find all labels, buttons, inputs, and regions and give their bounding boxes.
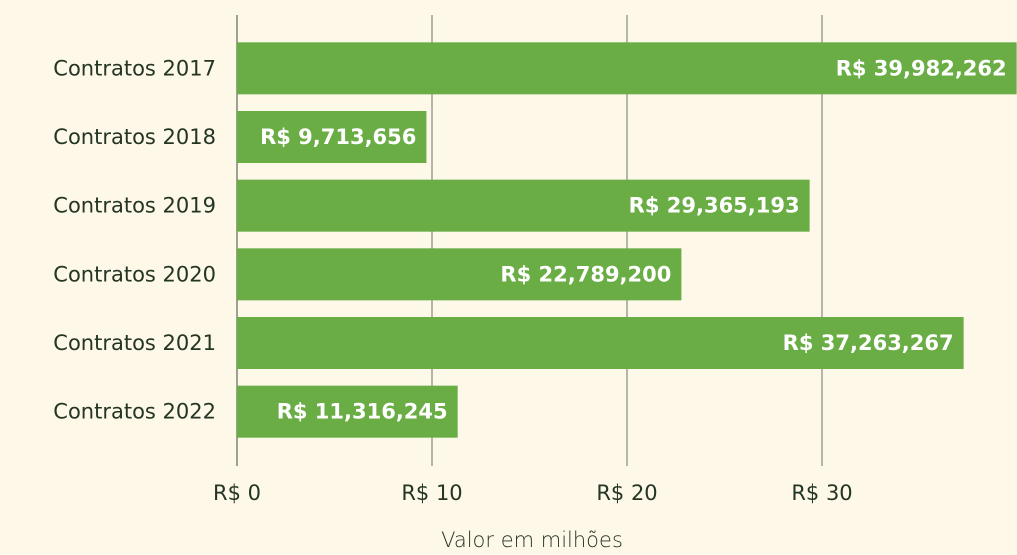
x-tick-label: R$ 0 — [213, 481, 261, 505]
y-tick-label: Contratos 2018 — [53, 125, 216, 149]
value-label: R$ 11,316,245 — [277, 400, 448, 424]
y-tick-label: Contratos 2022 — [53, 400, 216, 424]
bar — [237, 179, 810, 232]
value-label: R$ 39,982,262 — [836, 56, 1007, 80]
x-axis-label: Valor em milhões — [441, 528, 623, 552]
value-label: R$ 22,789,200 — [500, 262, 671, 286]
x-tick-label: R$ 30 — [791, 481, 852, 505]
y-tick-label: Contratos 2019 — [53, 194, 216, 218]
x-tick-label: R$ 10 — [401, 481, 462, 505]
y-tick-label: Contratos 2021 — [53, 331, 216, 355]
value-label: R$ 37,263,267 — [783, 331, 954, 355]
value-label: R$ 9,713,656 — [260, 125, 416, 149]
y-tick-label: Contratos 2017 — [53, 56, 216, 80]
value-label: R$ 29,365,193 — [629, 194, 800, 218]
bar — [237, 385, 458, 438]
bar — [237, 111, 427, 163]
bar — [237, 317, 964, 369]
x-tick-label: R$ 20 — [596, 481, 657, 505]
y-tick-label: Contratos 2020 — [53, 262, 216, 286]
bar — [237, 248, 682, 301]
bar — [237, 42, 1017, 95]
